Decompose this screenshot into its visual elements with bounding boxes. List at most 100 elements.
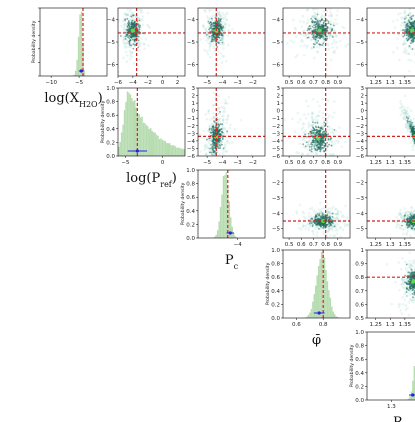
density-point [403,39,406,42]
density-point [302,113,306,117]
density-point [410,227,413,230]
density-point [312,131,315,134]
density-point [301,224,305,228]
ytick-label: −3 [356,131,365,137]
density-point [304,99,308,103]
median-marker-logP [135,149,139,153]
density-point [130,25,133,28]
ytick-label: 0.6 [186,195,195,201]
density-point [408,224,411,227]
density-point [207,41,210,45]
density-point [319,150,322,153]
density-point [319,210,322,213]
density-point [407,301,410,304]
median-marker-phi [317,311,321,315]
density-point [409,262,413,266]
hist-bar [139,117,142,156]
density-point [333,223,336,226]
density-point [220,27,222,30]
ytick-label: 3 [192,86,196,92]
density-point [124,41,127,45]
density-point [412,225,415,228]
density-point [318,143,321,146]
ytick-label: −6 [187,63,196,69]
ytick-label: −6 [107,63,116,69]
density-point [217,147,220,149]
xtick-label: −3 [234,160,243,166]
density-point [410,18,413,21]
density-panel-Rp-phi: 1.251.31.351.40.50.60.70.80.91 [355,248,415,328]
density-point [400,278,404,282]
density-point [401,279,405,283]
density-point [118,19,121,22]
hist-bar [120,132,123,156]
density-point [326,29,328,32]
hist-bar [80,11,83,77]
density-point [411,48,414,50]
density-point [325,121,329,124]
density-point [307,121,311,125]
density-point [210,117,214,120]
hist-bar [309,312,311,318]
density-point [312,138,315,140]
xtick-label: 0 [161,80,165,86]
density-point [396,37,399,40]
density-point [295,54,299,57]
density-point [219,139,222,142]
density-point [137,44,141,47]
density-point [208,151,211,154]
density-point [320,225,322,228]
density-point [328,225,331,228]
density-point [226,117,229,121]
density-point [222,132,226,136]
density-point [306,104,310,108]
density-point [212,125,214,128]
density-point [139,41,142,45]
density-point [219,133,222,136]
density-point [146,11,150,15]
xtick-label: 0.6 [297,242,306,248]
density-point [304,224,308,228]
density-point [412,117,415,121]
density-point [326,125,329,128]
density-point [213,91,216,95]
density-point [330,140,333,144]
density-point [321,24,324,27]
density-point [330,225,334,229]
hist-bar [177,147,180,156]
density-point [410,25,413,28]
density-point [298,226,301,230]
density-point [139,24,142,27]
hist-bar [154,132,156,156]
density-point [317,133,320,135]
density-point [316,33,319,36]
hist-bar [332,311,334,318]
density-point [314,222,317,225]
density-point [326,229,330,232]
hist-bar [310,308,313,318]
density-point [401,257,404,260]
density-point [404,13,407,17]
density-point [293,130,297,133]
density-point [300,25,304,29]
density-point [327,47,331,51]
density-point [203,8,207,12]
xtick-label: 0.8 [319,322,328,328]
density-point [327,133,330,135]
density-point [409,298,413,302]
density-point [142,42,146,46]
density-point [405,231,409,235]
density-point [207,109,210,113]
hist-bar [317,266,320,318]
density-point [212,151,214,153]
density-point [325,235,329,238]
density-point [329,33,333,37]
ytick-label: −3 [272,131,281,137]
hist-bar [320,252,323,318]
hist-bar [329,297,332,318]
density-point [302,29,306,33]
density-point [307,215,311,218]
density-point [210,14,214,18]
density-point [306,222,310,226]
